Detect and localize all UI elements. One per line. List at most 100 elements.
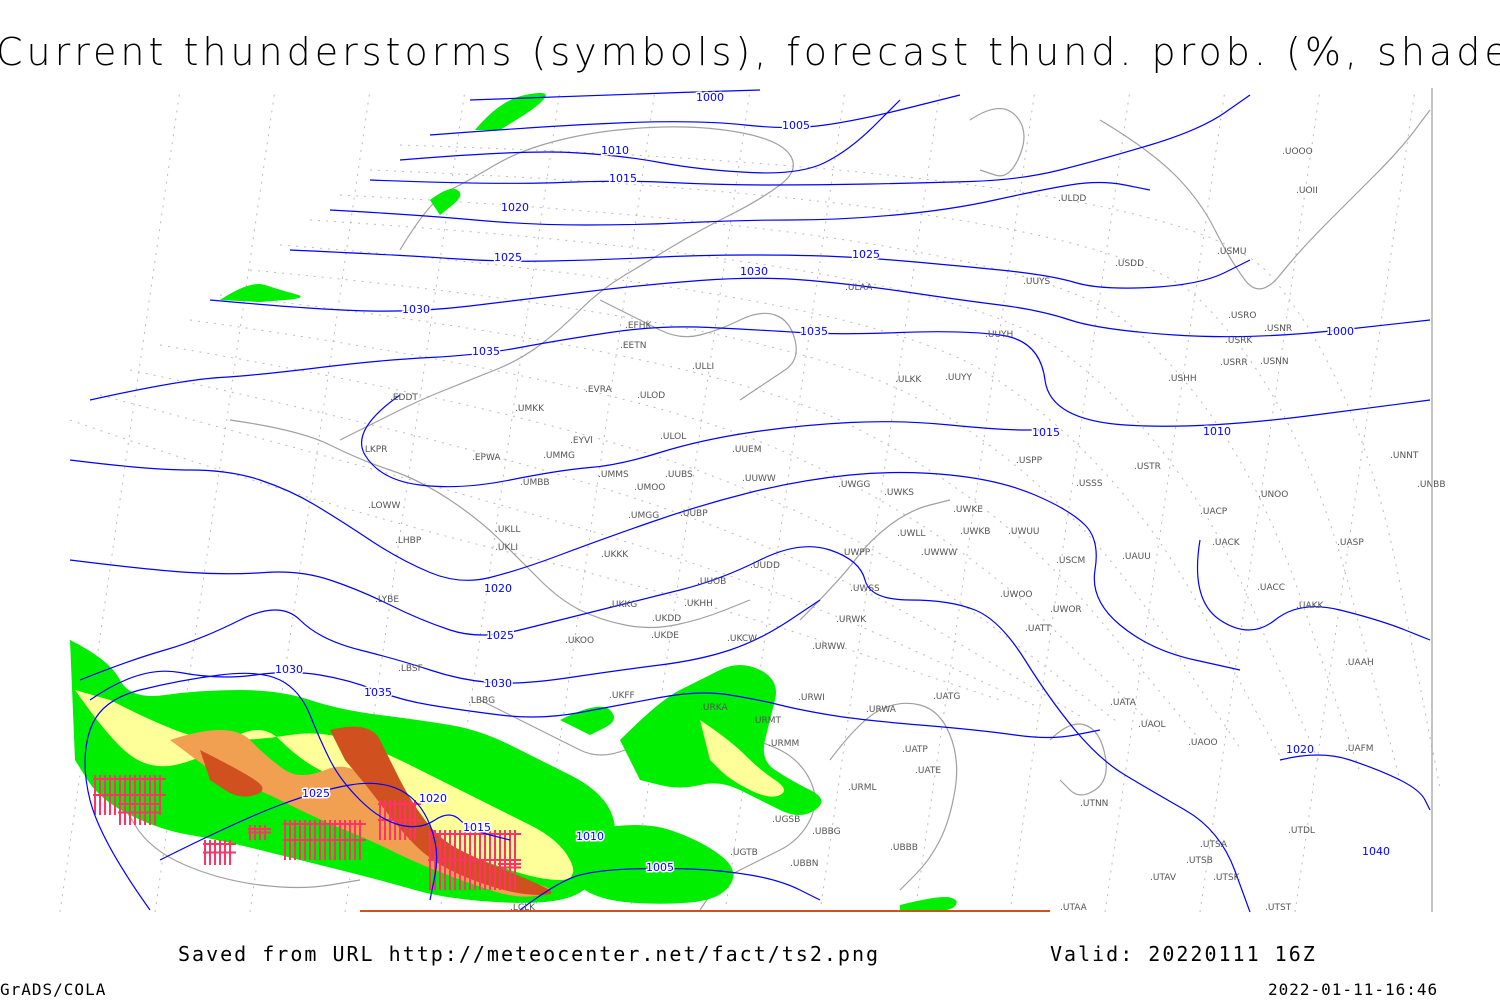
station-label: .UATA (1110, 698, 1137, 708)
grid-line (439, 89, 561, 913)
station-label: .UWUU (1008, 527, 1040, 537)
station-label: .UKLI (495, 543, 518, 553)
isobar (329, 181, 1151, 226)
probability-area (220, 284, 301, 302)
isobar (361, 394, 1050, 488)
station-label: .USPP (1016, 456, 1043, 466)
station-label: .EFHK (625, 321, 652, 331)
station-label: .UWKB (960, 527, 990, 537)
probability-area (700, 720, 784, 797)
station-label: .UUWW (742, 474, 776, 484)
grid-line (369, 169, 1401, 781)
probability-area (430, 188, 461, 215)
station-label: .UAUU (1122, 552, 1151, 562)
grid-line (249, 89, 371, 913)
isobar-label: 1000 (1326, 325, 1354, 338)
lat-lon-grid (59, 89, 1441, 913)
grid-line (399, 144, 1441, 789)
isobar-label: 1015 (609, 172, 637, 185)
station-label: .UATT (1025, 624, 1051, 634)
grid-line (189, 319, 1161, 733)
station-label: .LBSF (398, 664, 423, 674)
isobar (429, 94, 961, 136)
station-label: .ULDD (1058, 194, 1086, 204)
grid-line (914, 89, 1036, 913)
isobar (84, 672, 511, 911)
station-label: .URWI (798, 693, 825, 703)
isobar (369, 94, 1251, 186)
station-label: .UUYY (945, 373, 973, 383)
station-label: .LOWW (368, 501, 401, 511)
station-label: .UMMG (543, 451, 575, 461)
station-label: .UMKK (515, 404, 545, 414)
station-label: .UKDE (651, 631, 679, 641)
station-label: .USMU (1217, 247, 1247, 257)
station-label: .UATP (902, 745, 928, 755)
station-label: .URML (848, 783, 876, 793)
station-label: .ULKK (895, 375, 922, 385)
station-label: .URMM (768, 739, 799, 749)
station-label: .UWKS (884, 488, 914, 498)
station-label: .UAOL (1138, 720, 1166, 730)
station-label: .EYVI (570, 436, 593, 446)
station-label: .UWPP (841, 548, 871, 558)
station-label: .UMOO (634, 483, 665, 493)
isobar (159, 782, 438, 901)
thunderstorm-symbol (228, 840, 236, 865)
station-label: .UOII (1296, 186, 1318, 196)
isobar-label: 1030 (484, 677, 512, 690)
isobar-label: 1025 (302, 787, 330, 800)
isobar-label: 1020 (419, 792, 447, 805)
isobar-label: 1030 (402, 303, 430, 316)
isobar (1279, 754, 1431, 811)
coastline (599, 299, 797, 401)
station-label: .UKHH (684, 599, 713, 609)
station-label: .ULAA (845, 283, 873, 293)
station-label: .UBBN (790, 859, 819, 869)
station-label: .UWLL (897, 529, 925, 539)
station-label: .UWOR (1050, 605, 1082, 615)
grid-line (534, 89, 656, 913)
grid-line (724, 89, 846, 913)
grid-line (59, 89, 181, 913)
station-label: .USRK (1225, 336, 1253, 346)
station-label: .UKLL (495, 525, 520, 535)
isobar (209, 277, 1431, 338)
isobar (1197, 539, 1431, 641)
isobar-label: 1020 (501, 201, 529, 214)
thunderstorm-symbol (263, 825, 271, 840)
station-label: .UUBS (665, 470, 693, 480)
station-label: .EVRA (585, 385, 613, 395)
station-label: .UOOO (1282, 147, 1313, 157)
station-label: .UWKE (953, 505, 983, 515)
station-label: .UWGG (838, 480, 870, 490)
station-label: .UATG (933, 692, 960, 702)
isobar (69, 546, 1251, 913)
station-label: .UACC (1257, 583, 1285, 593)
station-label: .URWA (866, 705, 897, 715)
station-label: .EDDT (390, 393, 418, 403)
station-label: .UTSB (1186, 856, 1213, 866)
station-label: .UNNT (1390, 451, 1419, 461)
isobar-label: 1025 (494, 251, 522, 264)
station-label: .UTAV (1150, 873, 1177, 883)
isobar-label: 1030 (275, 663, 303, 676)
grid-line (1009, 89, 1131, 913)
thunderstorm-symbol (513, 860, 521, 875)
grid-line (344, 89, 466, 913)
probability-area (330, 726, 552, 895)
station-label: .URWW (812, 642, 845, 652)
station-label: .UBBB (890, 843, 918, 853)
station-label: .UTNN (1080, 799, 1108, 809)
isobar-label: 1035 (364, 686, 392, 699)
station-label: .UUBP (680, 509, 708, 519)
thunderstorm-symbol (358, 820, 366, 860)
station-label: .URMT (752, 716, 781, 726)
station-label: .UMBB (520, 478, 550, 488)
timestamp-text: 2022-01-11-16:46 (1268, 980, 1439, 999)
isobar-label: 1015 (1032, 426, 1060, 439)
station-label: .USSS (1076, 479, 1103, 489)
thunderstorm-probability-shading (70, 93, 1050, 912)
station-label: .UUYS (1023, 277, 1051, 287)
